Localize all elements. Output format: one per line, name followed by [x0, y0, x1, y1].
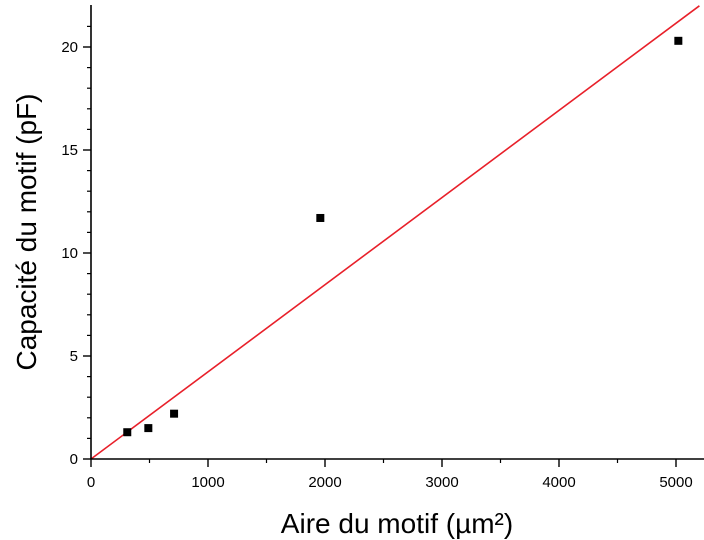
y-tick-label: 15 [61, 142, 78, 159]
x-tick-label: 4000 [542, 474, 575, 491]
y-tick-label: 5 [70, 348, 78, 365]
data-points [123, 36, 683, 437]
fit-line [90, 5, 700, 460]
major-ticks [83, 46, 677, 467]
fit-line-group [90, 5, 700, 460]
x-tick-label: 0 [87, 474, 95, 491]
y-tick-label: 10 [61, 245, 78, 262]
x-tick-label: 5000 [659, 474, 692, 491]
data-point [674, 36, 683, 45]
tick-labels: 0 1000 2000 3000 4000 5000 0 5 10 15 20 [61, 39, 692, 491]
y-tick-label: 20 [61, 39, 78, 56]
data-point [316, 213, 325, 222]
x-tick-label: 2000 [308, 474, 341, 491]
y-axis-title: Capacité du motif (pF) [11, 94, 42, 371]
data-point [170, 409, 179, 418]
minor-ticks [87, 25, 619, 463]
data-point [123, 428, 132, 437]
x-tick-label: 3000 [425, 474, 458, 491]
data-point [144, 424, 153, 433]
x-axis-title: Aire du motif (µm²) [281, 508, 513, 539]
x-tick-label: 1000 [191, 474, 224, 491]
y-tick-label: 0 [70, 451, 78, 468]
